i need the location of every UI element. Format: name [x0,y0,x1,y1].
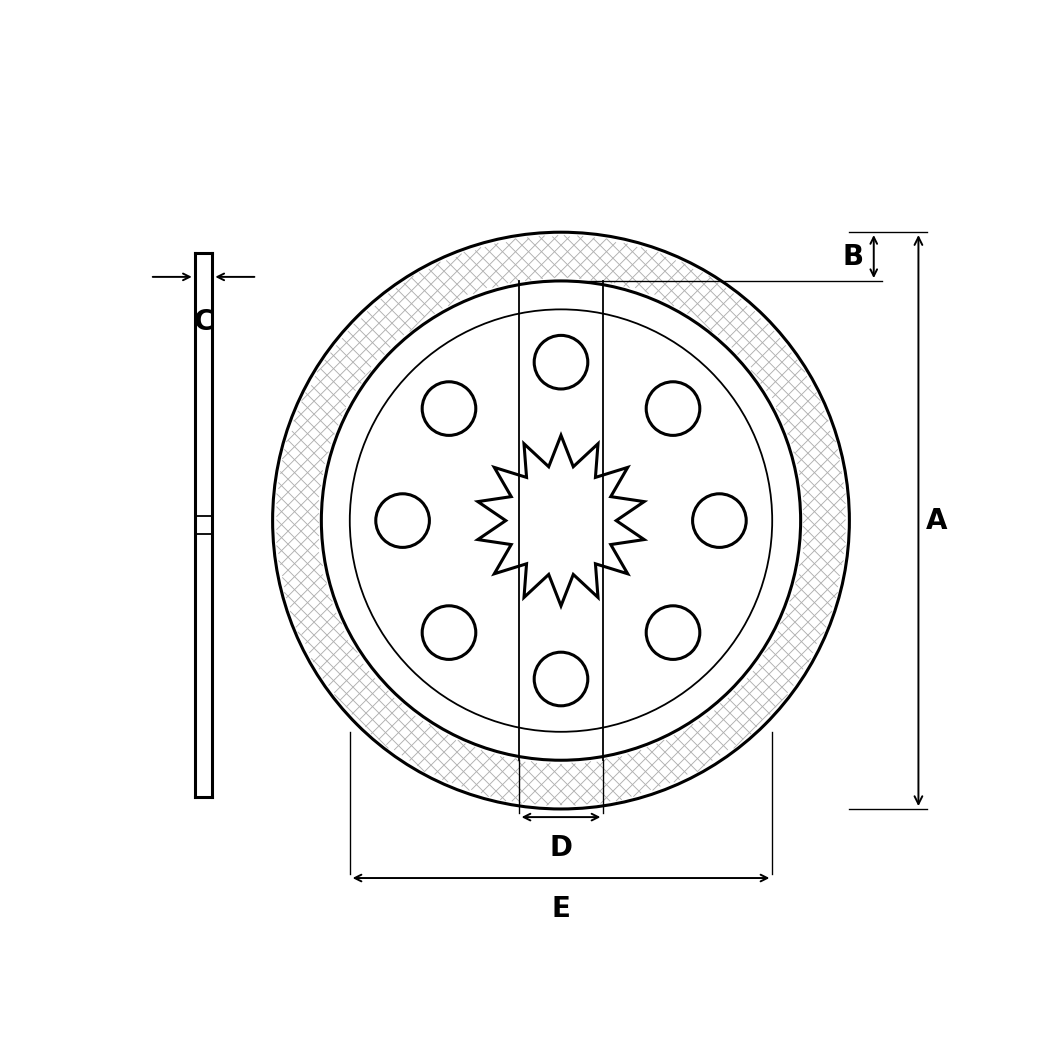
Circle shape [534,335,588,389]
Circle shape [322,281,801,761]
Circle shape [350,309,772,732]
Text: A: A [925,506,947,535]
Circle shape [534,652,588,706]
Text: E: E [552,895,571,923]
Text: B: B [843,243,864,270]
Text: C: C [193,308,214,335]
Circle shape [692,494,746,548]
Polygon shape [478,436,645,606]
Circle shape [647,382,699,436]
Text: D: D [550,833,573,862]
Circle shape [647,606,699,659]
Circle shape [422,382,476,436]
Circle shape [376,494,429,548]
Circle shape [422,606,476,659]
